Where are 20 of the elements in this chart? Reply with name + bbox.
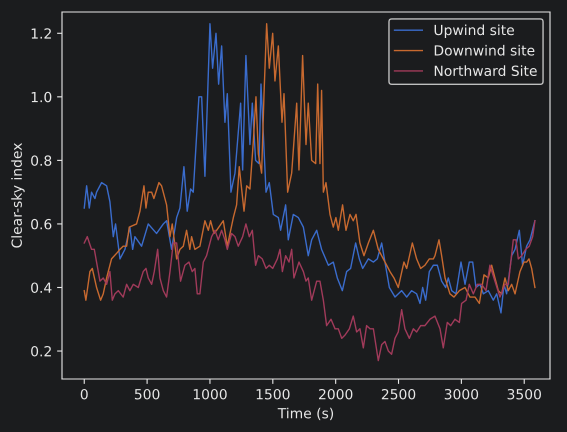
legend-label: Upwind site [434, 24, 514, 38]
line-series [84, 220, 536, 362]
y-axis-title: Clear-sky index [11, 143, 25, 248]
y-tick-label: 0.2 [31, 346, 51, 357]
y-tick-label: 0.8 [31, 155, 52, 166]
x-tick-label: 3500 [508, 388, 541, 400]
y-tick-label: 1.2 [32, 28, 51, 39]
legend-label: Downwind site [434, 44, 534, 56]
x-tick-label: 2000 [319, 388, 352, 400]
y-tick-label: 0.6 [31, 218, 52, 230]
x-tick-label: 1500 [256, 388, 290, 400]
x-axis-title: Time (s) [278, 408, 334, 420]
x-tick-label: 1000 [194, 388, 227, 400]
y-tick-label: 1.0 [32, 92, 52, 102]
legend-label: Northward Site [434, 65, 537, 76]
x-tick-label: 500 [134, 388, 160, 400]
y-tick-label: 0.4 [31, 282, 52, 293]
x-tick-label: 0 [80, 388, 88, 400]
x-tick-label: 2500 [382, 388, 416, 400]
x-tick-label: 3000 [444, 388, 478, 400]
